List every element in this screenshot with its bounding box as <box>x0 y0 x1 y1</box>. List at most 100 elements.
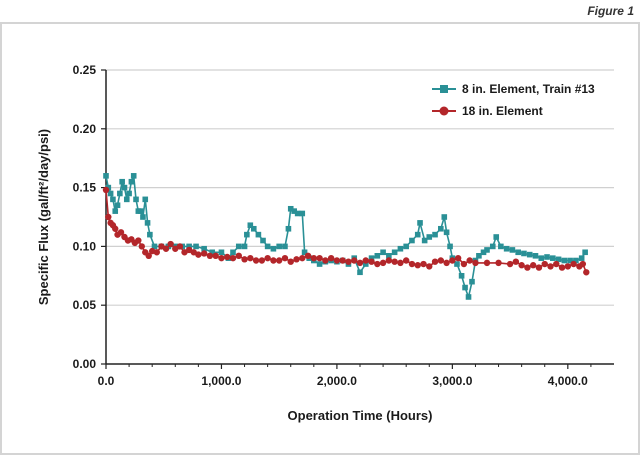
data-point <box>153 249 160 256</box>
data-point <box>299 254 306 262</box>
data-point <box>397 245 404 252</box>
data-point <box>521 250 527 257</box>
data-point <box>299 210 306 217</box>
data-point <box>385 257 393 264</box>
data-point <box>414 262 421 269</box>
data-point <box>241 243 248 250</box>
data-point <box>281 254 289 262</box>
data-point <box>110 196 116 203</box>
data-point <box>162 245 170 252</box>
legend-item-1: 8 in. Element, Train #13 <box>432 82 595 96</box>
tick-labels: 0.00 0.05 0.10 0.15 0.20 0.25 0.0 1,000.0 2,000.… <box>73 63 589 388</box>
data-point <box>518 262 525 269</box>
data-point <box>362 257 369 264</box>
data-point <box>509 247 516 253</box>
legend-marker <box>440 85 448 93</box>
legend-label: 18 in. Element <box>462 104 543 118</box>
data-point <box>466 257 473 264</box>
data-point <box>130 173 137 179</box>
data-point <box>374 260 381 268</box>
data-point <box>484 247 490 253</box>
y-axis-title: Specific Flux (gal/ft²/day/psi) <box>36 129 51 305</box>
data-point <box>186 243 192 250</box>
data-point <box>449 257 456 264</box>
data-point <box>503 245 510 252</box>
data-point <box>538 255 545 261</box>
series-line <box>105 175 586 300</box>
data-point <box>144 220 151 226</box>
data-point <box>547 263 554 270</box>
data-point <box>264 243 271 250</box>
data-point <box>426 234 433 240</box>
data-point <box>541 260 548 268</box>
data-point <box>417 220 423 226</box>
data-point <box>117 229 125 236</box>
data-point <box>107 190 114 197</box>
data-point <box>498 243 504 250</box>
data-point <box>135 237 142 244</box>
data-point <box>368 255 375 261</box>
data-point <box>443 229 450 236</box>
x-tick-label: 1,000.0 <box>201 374 241 388</box>
y-tick-label: 0.15 <box>73 181 97 195</box>
data-point <box>212 252 219 260</box>
data-point <box>555 256 562 263</box>
data-point <box>138 243 145 250</box>
data-point <box>386 253 392 259</box>
data-point <box>133 196 139 203</box>
data-point <box>362 261 369 267</box>
data-point <box>193 243 199 250</box>
data-point <box>137 208 144 214</box>
y-tick-label: 0.20 <box>73 122 97 136</box>
data-point <box>414 231 421 238</box>
data-point <box>287 258 294 265</box>
data-point <box>112 208 119 214</box>
data-point <box>524 264 531 271</box>
data-point <box>270 245 277 252</box>
data-point <box>206 252 214 260</box>
data-point <box>264 254 271 262</box>
data-point <box>420 260 427 268</box>
data-point <box>333 257 341 264</box>
data-point <box>258 257 266 264</box>
data-point <box>544 254 550 260</box>
series-2 <box>102 186 590 276</box>
data-point <box>114 202 121 209</box>
series-1 <box>103 173 588 300</box>
data-point <box>493 234 500 240</box>
y-tick-label: 0.05 <box>73 298 97 312</box>
data-point <box>476 253 482 259</box>
y-tick-label: 0.00 <box>73 357 97 371</box>
data-point <box>244 231 250 238</box>
data-point <box>241 256 248 263</box>
data-point <box>200 250 208 257</box>
data-point <box>105 184 112 191</box>
data-point <box>285 225 292 232</box>
data-point <box>147 231 153 238</box>
data-point <box>128 178 135 185</box>
data-point <box>397 259 404 267</box>
data-point <box>112 225 119 232</box>
data-point <box>526 251 533 258</box>
data-point <box>218 249 225 256</box>
data-point <box>103 173 109 179</box>
data-point <box>121 184 128 191</box>
data-point <box>495 259 502 267</box>
data-point <box>391 258 398 265</box>
data-point <box>230 249 236 256</box>
data-point <box>229 254 237 262</box>
legend-item-2: 18 in. Element <box>432 104 543 118</box>
data-point <box>532 253 539 259</box>
data-point <box>512 258 520 265</box>
data-point <box>558 264 566 271</box>
data-point <box>447 243 453 250</box>
data-point <box>368 258 375 265</box>
data-point <box>506 260 514 268</box>
x-axis-title: Operation Time (Hours) <box>288 408 433 423</box>
y-tick-label: 0.10 <box>73 239 97 253</box>
data-point <box>316 254 323 262</box>
x-tick-label: 4,000.0 <box>548 374 588 388</box>
data-point <box>140 214 146 220</box>
data-point <box>276 243 282 250</box>
data-point <box>209 249 216 256</box>
